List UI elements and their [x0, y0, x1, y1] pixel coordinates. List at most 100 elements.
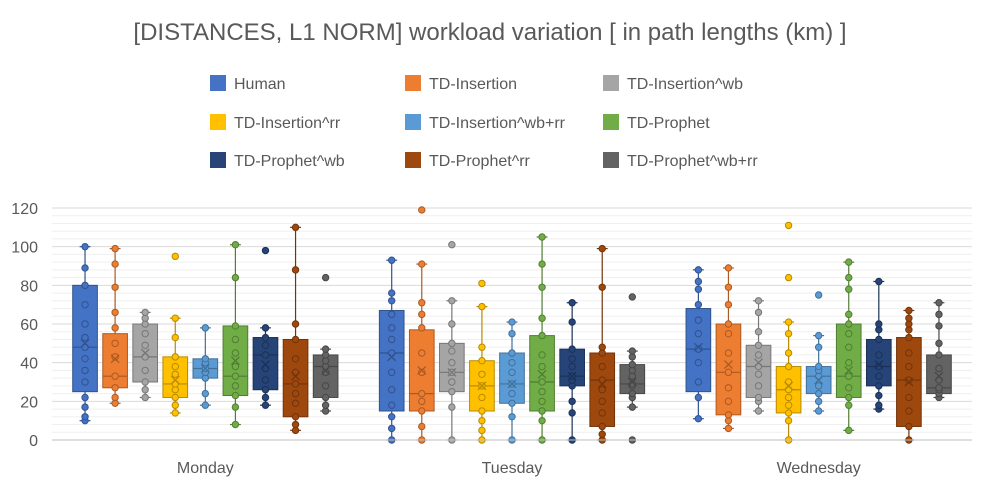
- data-point: [568, 409, 576, 417]
- data-point: [694, 329, 703, 338]
- data-point: [905, 314, 913, 322]
- mean-marker: [934, 371, 944, 381]
- mean-marker: [814, 375, 824, 385]
- data-point: [724, 264, 733, 272]
- data-point: [598, 283, 606, 291]
- data-point: [81, 413, 89, 421]
- data-point: [694, 316, 703, 324]
- data-point: [784, 362, 793, 371]
- box-TD-Insertion^wb-Tuesday: [439, 241, 465, 444]
- data-point: [724, 320, 733, 328]
- data-point: [905, 407, 913, 415]
- data-point: [598, 343, 606, 351]
- data-point: [508, 358, 516, 367]
- data-point: [388, 386, 396, 394]
- y-tick-label: 60: [20, 317, 38, 334]
- data-point: [201, 389, 210, 398]
- data-point: [448, 378, 456, 386]
- legend-swatch-2: [405, 75, 421, 91]
- data-point: [448, 358, 456, 367]
- legend-label-9: TD-Prophet^wb+rr: [627, 153, 758, 170]
- data-point: [845, 384, 853, 392]
- data-point: [508, 329, 516, 338]
- data-point: [141, 366, 149, 375]
- data-point: [568, 397, 576, 406]
- data-point: [478, 426, 486, 435]
- data-point: [814, 397, 823, 406]
- data-point: [784, 329, 793, 338]
- data-point: [81, 366, 89, 375]
- data-point: [538, 260, 546, 268]
- data-point: [845, 343, 853, 351]
- mean-marker: [904, 377, 914, 387]
- mean-marker: [170, 375, 180, 385]
- data-point: [171, 252, 179, 261]
- data-point: [724, 424, 733, 433]
- mean-marker: [507, 379, 517, 389]
- data-point: [784, 318, 793, 326]
- data-point: [141, 308, 149, 317]
- data-point: [538, 362, 546, 371]
- data-point: [598, 422, 606, 431]
- data-point: [201, 401, 210, 409]
- data-point: [261, 341, 270, 349]
- data-point: [261, 386, 270, 394]
- data-point: [231, 382, 240, 390]
- data-point: [448, 297, 456, 305]
- mean-marker: [230, 356, 240, 366]
- data-point: [141, 341, 149, 349]
- data-point: [628, 389, 636, 398]
- y-axis: 0 20 40 60 80 100 120: [11, 201, 38, 450]
- data-point: [448, 241, 456, 249]
- data-point: [905, 422, 913, 431]
- data-point: [171, 409, 179, 417]
- data-point: [388, 424, 396, 433]
- data-point: [814, 291, 823, 299]
- data-point: [814, 362, 823, 371]
- x-category-label: Wednesday: [777, 460, 861, 477]
- data-point: [478, 302, 486, 311]
- data-point: [845, 310, 853, 319]
- x-category-label: Tuesday: [482, 460, 543, 477]
- data-point: [171, 353, 179, 361]
- data-point: [508, 413, 516, 421]
- data-point: [231, 420, 240, 429]
- mean-marker: [387, 352, 397, 362]
- data-point: [845, 320, 853, 328]
- data-point: [628, 403, 636, 411]
- mean-marker: [110, 354, 120, 364]
- data-point: [784, 221, 793, 230]
- data-point: [784, 273, 793, 282]
- data-point: [111, 244, 119, 253]
- data-point: [231, 322, 240, 330]
- data-point: [111, 384, 119, 392]
- data-point: [694, 415, 703, 423]
- data-point: [724, 349, 733, 357]
- data-point: [111, 393, 119, 402]
- data-point: [171, 393, 179, 402]
- data-point: [111, 308, 119, 317]
- data-point: [291, 399, 300, 407]
- data-point: [478, 279, 486, 288]
- data-point: [935, 339, 943, 348]
- data-point: [81, 300, 89, 309]
- data-point: [291, 413, 300, 421]
- data-point: [875, 335, 883, 344]
- mean-marker: [693, 342, 703, 352]
- legend-label-4: TD-Insertion^rr: [234, 115, 341, 132]
- data-point: [321, 393, 330, 402]
- legend-swatch-3: [603, 75, 619, 91]
- data-point: [784, 409, 793, 417]
- data-point: [291, 389, 300, 398]
- data-point: [628, 360, 636, 369]
- data-point: [478, 370, 486, 378]
- data-point: [754, 407, 763, 415]
- data-point: [111, 353, 119, 361]
- data-point: [291, 355, 300, 363]
- data-point: [568, 362, 576, 371]
- legend-swatch-7: [210, 152, 226, 168]
- data-point: [694, 393, 703, 402]
- data-point: [628, 293, 636, 301]
- x-axis: Monday Tuesday Wednesday: [52, 439, 972, 477]
- data-point: [598, 386, 606, 394]
